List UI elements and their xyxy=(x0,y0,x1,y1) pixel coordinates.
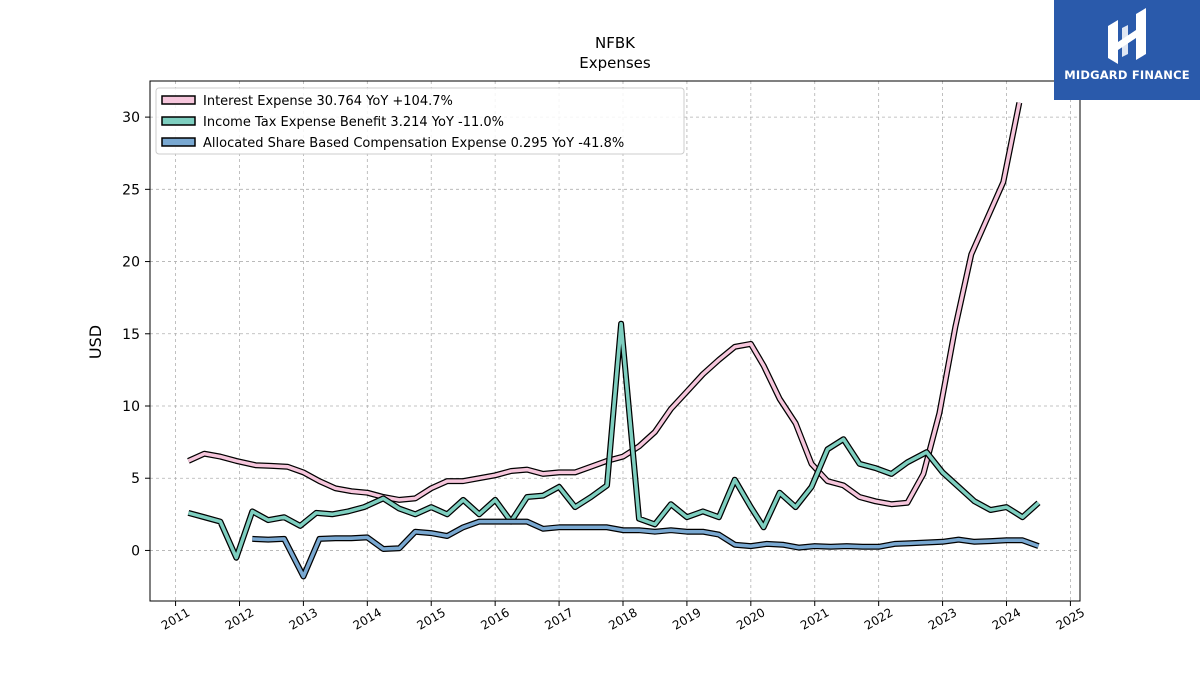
x-tick-label: 2017 xyxy=(542,605,575,632)
y-tick-label: 0 xyxy=(131,543,140,559)
y-tick-label: 25 xyxy=(122,182,140,198)
x-tick-label: 2013 xyxy=(287,605,320,632)
x-tick-label: 2011 xyxy=(159,605,192,632)
x-tick-label: 2012 xyxy=(223,605,256,632)
x-tick-label: 2023 xyxy=(926,605,959,632)
legend-entry-label: Interest Expense 30.764 YoY +104.7% xyxy=(203,94,453,109)
midgard-finance-logo: MIDGARD FINANCE xyxy=(1054,0,1200,100)
logo-mark-icon xyxy=(1108,8,1146,64)
x-tick-label: 2019 xyxy=(670,605,703,632)
legend-entry-label: Allocated Share Based Compensation Expen… xyxy=(203,136,624,151)
x-tick-label: 2018 xyxy=(606,605,639,632)
x-tick-label: 2016 xyxy=(478,605,511,632)
legend-box xyxy=(155,87,685,155)
series-line xyxy=(252,519,1040,579)
legend-entry-label: Income Tax Expense Benefit 3.214 YoY -11… xyxy=(203,115,504,130)
y-tick-label: 5 xyxy=(131,471,140,487)
logo-text: MIDGARD FINANCE xyxy=(1064,68,1190,82)
series-line xyxy=(187,321,1040,560)
legend: Interest Expense 30.764 YoY +104.7% Incom… xyxy=(155,87,685,155)
x-tick-label: 2015 xyxy=(415,605,448,632)
series-line-outline xyxy=(187,320,1041,561)
x-tick-label: 2020 xyxy=(734,605,767,632)
legend-swatch xyxy=(161,116,196,126)
series-layer xyxy=(187,102,1041,580)
x-tick-label: 2022 xyxy=(862,605,895,632)
series-line xyxy=(187,102,1022,506)
x-tick-label: 2021 xyxy=(798,605,831,632)
y-tick-label: 20 xyxy=(122,255,140,271)
x-tick-label: 2024 xyxy=(990,605,1023,632)
chart-title: NFBK xyxy=(595,34,636,52)
plot-frame xyxy=(149,80,1081,602)
x-tick-label: 2025 xyxy=(1054,605,1087,632)
y-tick-label: 10 xyxy=(122,399,140,415)
y-axis-label: USD xyxy=(86,325,105,359)
x-tick-label: 2014 xyxy=(351,605,384,632)
y-tick-label: 30 xyxy=(122,110,140,126)
chart-subtitle: Expenses xyxy=(579,54,651,72)
legend-swatch xyxy=(161,137,196,147)
legend-swatch xyxy=(161,95,196,105)
series-line-outline xyxy=(187,102,1023,508)
y-tick-label: 15 xyxy=(122,327,140,343)
